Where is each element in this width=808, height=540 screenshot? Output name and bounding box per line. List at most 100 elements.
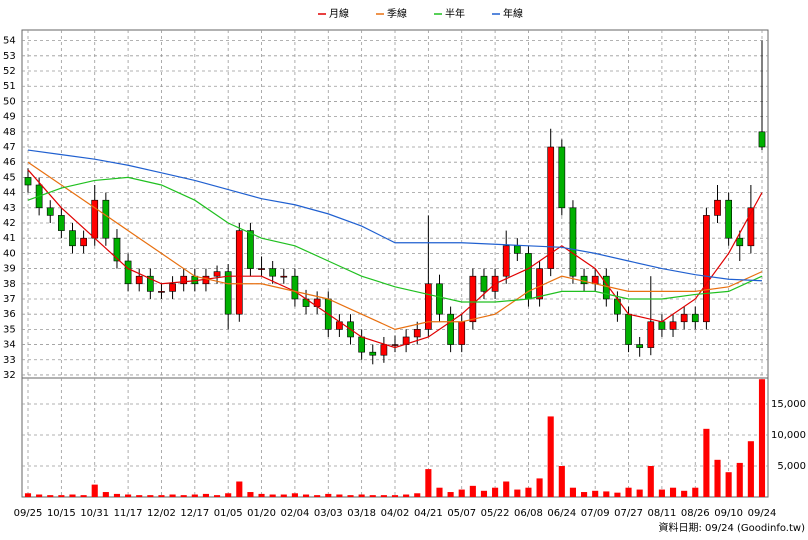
volume-bar [325,493,332,497]
volume-bar [647,466,654,497]
y-tick-label: 47 [3,142,16,153]
candle-body [669,321,677,330]
candle-body [647,321,655,348]
volume-bar [24,493,32,497]
candle-body [658,321,666,330]
y-tick-label: 38 [3,279,16,290]
x-tick-label: 07/27 [614,508,643,519]
x-tick-label: 11/17 [114,508,143,519]
volume-bar [225,493,232,497]
volume-bar [202,493,209,497]
volume-bar [269,494,276,497]
y-tick-label: 44 [3,188,16,199]
volume-bar [525,487,532,497]
volume-bar [480,490,488,497]
volume-bar [314,495,321,497]
candle-body [102,199,110,239]
candle-body [247,230,254,269]
x-tick-label: 12/17 [180,508,209,519]
candle-body [369,351,377,356]
candle-body [703,215,710,323]
footer: 資料日期: 09/24 (Goodinfo.tw) [658,521,805,534]
volume-bar [469,485,476,497]
candle-body [736,237,744,247]
candle-body [691,313,699,323]
x-tick-label: 04/21 [414,508,443,519]
candle-body [591,275,599,285]
volume-bar [169,494,176,497]
candle-body [413,329,421,338]
volume-bar [536,478,543,497]
y-tick-label: 37 [3,294,16,305]
y-tick-label: 36 [3,309,16,320]
volume-bar [614,492,621,497]
volume-bar [558,466,565,497]
candle-body [469,275,477,323]
volume-bar [214,495,221,497]
volume-bar [358,494,365,497]
candle-body [24,177,32,186]
candle-body [458,321,466,345]
volume-bar [102,492,109,497]
candle-body [502,245,510,277]
volume-bar [113,493,121,497]
y-tick-label: 34 [3,340,16,351]
candle-body [536,268,543,300]
volume-bar [414,493,421,497]
y-tick-label: 49 [3,112,16,123]
candle-body [213,271,221,277]
volume-bar [581,492,588,497]
candle-body [636,344,644,348]
volume-bar [136,495,143,497]
candle-body [146,275,154,292]
y-tick-label: 39 [3,264,16,275]
legend-label: 半年 [445,7,465,20]
y-tick-label: 53 [3,51,16,62]
volume-bar [369,495,376,497]
y-tick-label: 35 [3,324,16,335]
y-tick-label: 48 [3,127,16,138]
volume-bar [447,492,454,497]
candle-body [69,230,76,247]
volume-bar [636,489,643,497]
volume-bar [625,487,632,497]
x-tick-label: 10/15 [47,508,76,519]
volume-bar [514,489,521,497]
volume-bar [736,462,743,497]
volume-bar [603,491,610,497]
moving-average-line [27,161,763,331]
y-tick-label: 43 [3,203,16,214]
volume-bar [669,487,677,497]
volume-bar [280,494,287,497]
y-tick-label: 32 [3,370,16,381]
volume-bar [492,487,499,497]
candle-body [291,275,299,300]
candle-body [447,313,454,345]
x-tick-label: 01/20 [247,508,276,519]
x-tick-label: 07/09 [581,508,610,519]
y2-tick-label: 5,000 [777,461,806,472]
candle-body [580,275,588,285]
volume-bar [592,490,599,497]
y-tick-label: 50 [3,96,16,107]
candle-body [180,275,188,285]
x-tick-label: 06/08 [514,508,543,519]
y-tick-label: 40 [3,248,16,259]
candle-body [680,313,688,323]
volume-bar [758,379,766,497]
y2-tick-label: 10,000 [771,430,806,441]
volume-bar [36,494,43,497]
candle-body [169,283,176,292]
x-tick-label: 06/24 [547,508,576,519]
volume-bar [347,495,354,497]
y2-tick-label: 15,000 [771,399,806,410]
volume-bar [47,495,54,497]
volume-bar [180,495,187,497]
candle-body [280,275,288,278]
candle-body [513,245,521,254]
x-tick-label: 09/24 [748,508,777,519]
y-tick-label: 42 [3,218,16,229]
candle-body [358,336,365,353]
x-tick-label: 08/26 [681,508,710,519]
